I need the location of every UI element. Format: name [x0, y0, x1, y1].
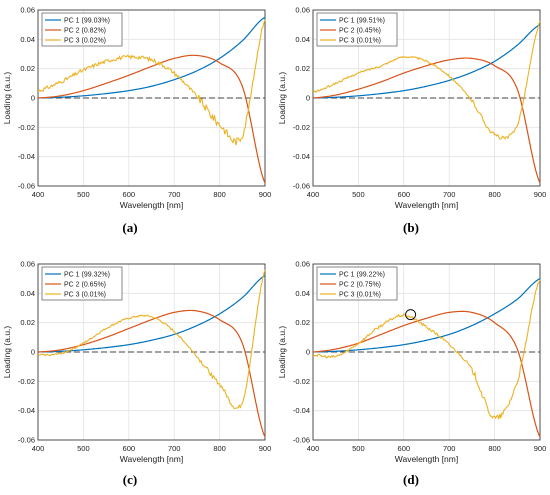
legend-entry-pc2: PC 2 (0.45%)	[339, 28, 381, 35]
x-tick-label: 600	[123, 190, 136, 199]
y-tick-label: 0.04	[295, 289, 310, 298]
chart-svg: 400 500 600 700 800 900 0.06 0.04 0.02 0 -0.02 -0.0…	[2, 260, 272, 465]
y-tick-label: -0.06	[293, 182, 310, 191]
y-tick-label: -0.02	[293, 123, 310, 132]
y-tick-label: -0.04	[18, 152, 35, 161]
y-tick-label: 0.02	[20, 64, 35, 73]
y-axis-label: Loading (a.u.)	[2, 72, 12, 125]
y-tick-label: 0.06	[20, 6, 35, 15]
y-tick-label: 0.06	[295, 6, 310, 15]
series-line-pc3	[37, 19, 266, 146]
y-tick-label: 0	[306, 94, 310, 103]
x-tick-label: 900	[534, 190, 547, 199]
chart-panel-c: 400 500 600 700 800 900 0.06 0.04 0.02 0 -0.02 -0.0…	[0, 254, 275, 495]
y-tick-label: 0.06	[20, 260, 35, 269]
y-tick-label: 0.02	[295, 318, 310, 327]
y-tick-label: -0.06	[18, 436, 35, 445]
chart-panel-a: 400 500 600 700 800 900 0.06 0.04 0.02 0 -0.02 -0.0…	[0, 0, 275, 240]
x-axis-label: Wavelength [nm]	[120, 454, 183, 464]
x-tick-label: 700	[443, 444, 456, 453]
y-tick-label: 0	[31, 94, 35, 103]
series-line-pc1	[37, 275, 266, 353]
x-tick-label: 600	[398, 190, 411, 199]
panel-caption-a: (a)	[122, 220, 138, 235]
series-line-pc2	[37, 309, 266, 438]
panel-caption-b: (b)	[403, 220, 419, 235]
x-tick-label: 700	[168, 190, 181, 199]
x-tick-label: 500	[77, 190, 90, 199]
x-tick-label: 400	[307, 444, 320, 453]
legend-entry-pc3: PC 3 (0.01%)	[339, 292, 381, 299]
x-axis-label: Wavelength [nm]	[120, 200, 183, 210]
x-tick-label: 800	[488, 444, 501, 453]
y-tick-label: -0.02	[293, 377, 310, 386]
series-line-pc2	[312, 310, 541, 438]
series-line-pc2	[312, 57, 541, 184]
x-tick-label: 700	[168, 444, 181, 453]
legend-entry-pc1: PC 1 (99.32%)	[64, 272, 110, 279]
legend-entry-pc3: PC 3 (0.01%)	[64, 292, 106, 299]
chart-svg: 400 500 600 700 800 900 0.06 0.04 0.02 0 -0.02 -0.0…	[2, 6, 272, 211]
panel-caption-c: (c)	[122, 472, 138, 487]
x-tick-label: 600	[398, 444, 411, 453]
x-tick-label: 800	[488, 190, 501, 199]
x-tick-label: 800	[213, 444, 226, 453]
x-tick-label: 900	[534, 444, 547, 453]
y-tick-label: 0	[306, 348, 310, 357]
series-line-pc3	[37, 269, 266, 410]
y-tick-label: -0.04	[293, 406, 310, 415]
legend-entry-pc1: PC 1 (99.51%)	[339, 18, 385, 25]
x-tick-label: 900	[259, 190, 272, 199]
y-tick-label: 0	[31, 348, 35, 357]
series-line-pc3	[312, 20, 541, 140]
y-tick-label: 0.04	[20, 289, 35, 298]
y-tick-label: 0.04	[20, 35, 35, 44]
y-axis-label: Loading (a.u.)	[277, 326, 287, 379]
y-axis-label: Loading (a.u.)	[2, 326, 12, 379]
series-line-pc1	[312, 24, 541, 99]
legend-entry-pc1: PC 1 (99.22%)	[339, 272, 385, 279]
x-tick-label: 400	[307, 190, 320, 199]
legend-entry-pc3: PC 3 (0.02%)	[64, 38, 106, 45]
y-tick-label: -0.06	[18, 182, 35, 191]
x-axis-label: Wavelength [nm]	[395, 454, 458, 464]
legend-entry-pc3: PC 3 (0.01%)	[339, 38, 381, 45]
y-tick-label: 0.02	[295, 64, 310, 73]
series-line-pc2	[37, 54, 266, 184]
y-tick-label: -0.04	[18, 406, 35, 415]
x-tick-label: 500	[352, 444, 365, 453]
chart-svg: 400 500 600 700 800 900 0.06 0.04 0.02 0 -0.02 -0.0…	[277, 260, 547, 465]
x-tick-label: 400	[32, 444, 45, 453]
chart-panel-b: 400 500 600 700 800 900 0.06 0.04 0.02 0 -0.02 -0.0…	[275, 0, 550, 240]
y-tick-label: 0.02	[20, 318, 35, 327]
y-tick-label: 0.06	[295, 260, 310, 269]
x-tick-label: 400	[32, 190, 45, 199]
y-tick-label: -0.06	[293, 436, 310, 445]
panel-caption-d: (d)	[403, 472, 419, 487]
y-tick-label: 0.04	[295, 35, 310, 44]
y-tick-label: -0.02	[18, 377, 35, 386]
legend-entry-pc1: PC 1 (99.03%)	[64, 18, 110, 25]
y-axis-label: Loading (a.u.)	[277, 72, 287, 125]
legend-entry-pc2: PC 2 (0.65%)	[64, 282, 106, 289]
legend-entry-pc2: PC 2 (0.75%)	[339, 282, 381, 289]
x-tick-label: 700	[443, 190, 456, 199]
x-tick-label: 500	[352, 190, 365, 199]
annotation-circle	[405, 309, 417, 321]
series-line-pc1	[312, 278, 541, 353]
chart-svg: 400 500 600 700 800 900 0.06 0.04 0.02 0 -0.02 -0.0…	[277, 6, 547, 211]
y-tick-label: -0.02	[18, 123, 35, 132]
x-tick-label: 500	[77, 444, 90, 453]
series-line-pc3	[312, 279, 541, 420]
chart-panel-d: 400 500 600 700 800 900 0.06 0.04 0.02 0 -0.02 -0.0…	[275, 254, 550, 495]
x-tick-label: 800	[213, 190, 226, 199]
x-tick-label: 600	[123, 444, 136, 453]
x-tick-label: 900	[259, 444, 272, 453]
x-axis-label: Wavelength [nm]	[395, 200, 458, 210]
y-tick-label: -0.04	[293, 152, 310, 161]
series-line-pc1	[37, 16, 266, 99]
legend-entry-pc2: PC 2 (0.82%)	[64, 28, 106, 35]
